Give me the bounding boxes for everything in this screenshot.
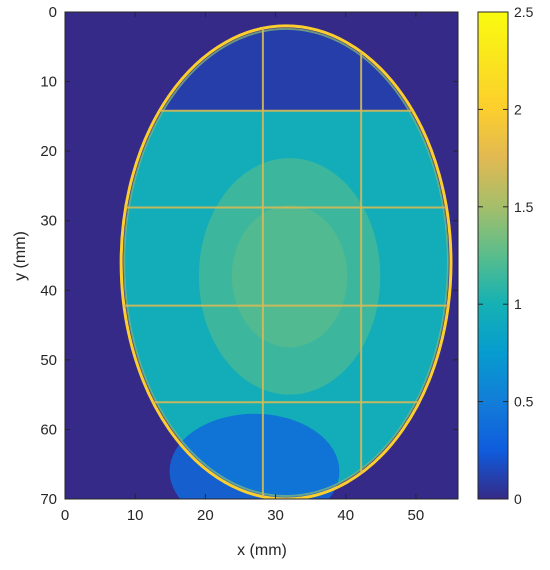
x-tick-label: 50 [408,507,425,524]
central-peak-region [231,205,348,348]
y-tick-label: 60 [40,421,57,438]
ellipse-rim [119,24,453,499]
y-tick-label: 20 [40,143,57,160]
y-tick-label: 50 [40,352,57,369]
top-void-region [162,28,410,111]
colorbar-tick-label: 0 [514,491,522,507]
colorbar-tick-label: 1.5 [514,199,534,215]
y-tick-label: 10 [40,74,57,91]
bottom-left-low-region [169,413,340,499]
ellipse-inner-rim [123,27,449,498]
x-tick-label: 10 [127,507,144,524]
colorbar-tick-label: 2 [514,101,522,117]
y-axis-label: y (mm) [12,231,29,281]
y-tick-label: 0 [49,4,57,21]
x-axis-label: x (mm) [237,542,287,559]
x-tick-label: 30 [267,507,284,524]
colorbar-tick-label: 2.5 [514,4,534,20]
y-tick-label: 70 [40,491,57,508]
y-tick-label: 40 [40,282,57,299]
x-tick-label: 0 [61,507,69,524]
plot-frame [64,11,459,500]
x-axis: 0 10 20 30 40 50 [61,12,424,524]
colorbar: 0 0.5 1 1.5 2 2.5 [477,4,534,507]
x-tick-label: 20 [197,507,214,524]
heatmap-body [119,24,453,499]
colorbar-tick-label: 1 [514,296,522,312]
y-tick-label: 30 [40,213,57,230]
colorbar-tick-label: 0.5 [514,394,534,410]
colorbar-gradient [477,11,509,500]
y-axis: 0 10 20 30 40 50 60 70 [40,4,458,508]
x-tick-label: 40 [337,507,354,524]
